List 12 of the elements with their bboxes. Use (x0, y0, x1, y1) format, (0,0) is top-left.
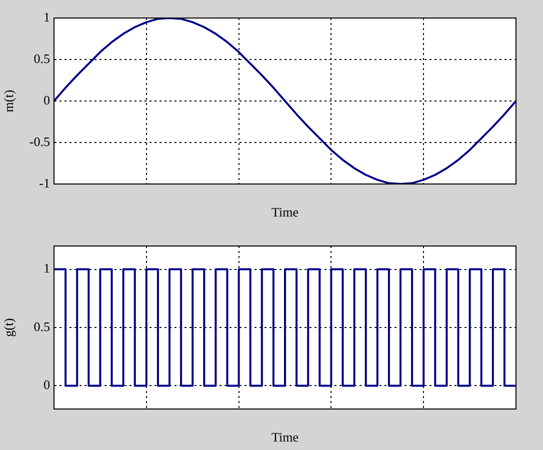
y-axis-title: g(t) (1, 318, 16, 337)
y-tick-label: 0 (44, 377, 50, 392)
y-tick-label: -1 (39, 175, 50, 190)
y-tick-label: 0.5 (34, 50, 50, 66)
x-axis-title: Time (272, 204, 299, 220)
x-axis-title: Time (272, 430, 299, 445)
y-tick-label: 1 (44, 260, 50, 276)
y-tick-label: 0 (44, 92, 50, 108)
y-tick-label: 1 (44, 9, 50, 24)
y-tick-label: -0.5 (29, 134, 50, 149)
y-tick-label: 0.5 (34, 318, 50, 334)
y-axis-title: m(t) (1, 90, 16, 112)
